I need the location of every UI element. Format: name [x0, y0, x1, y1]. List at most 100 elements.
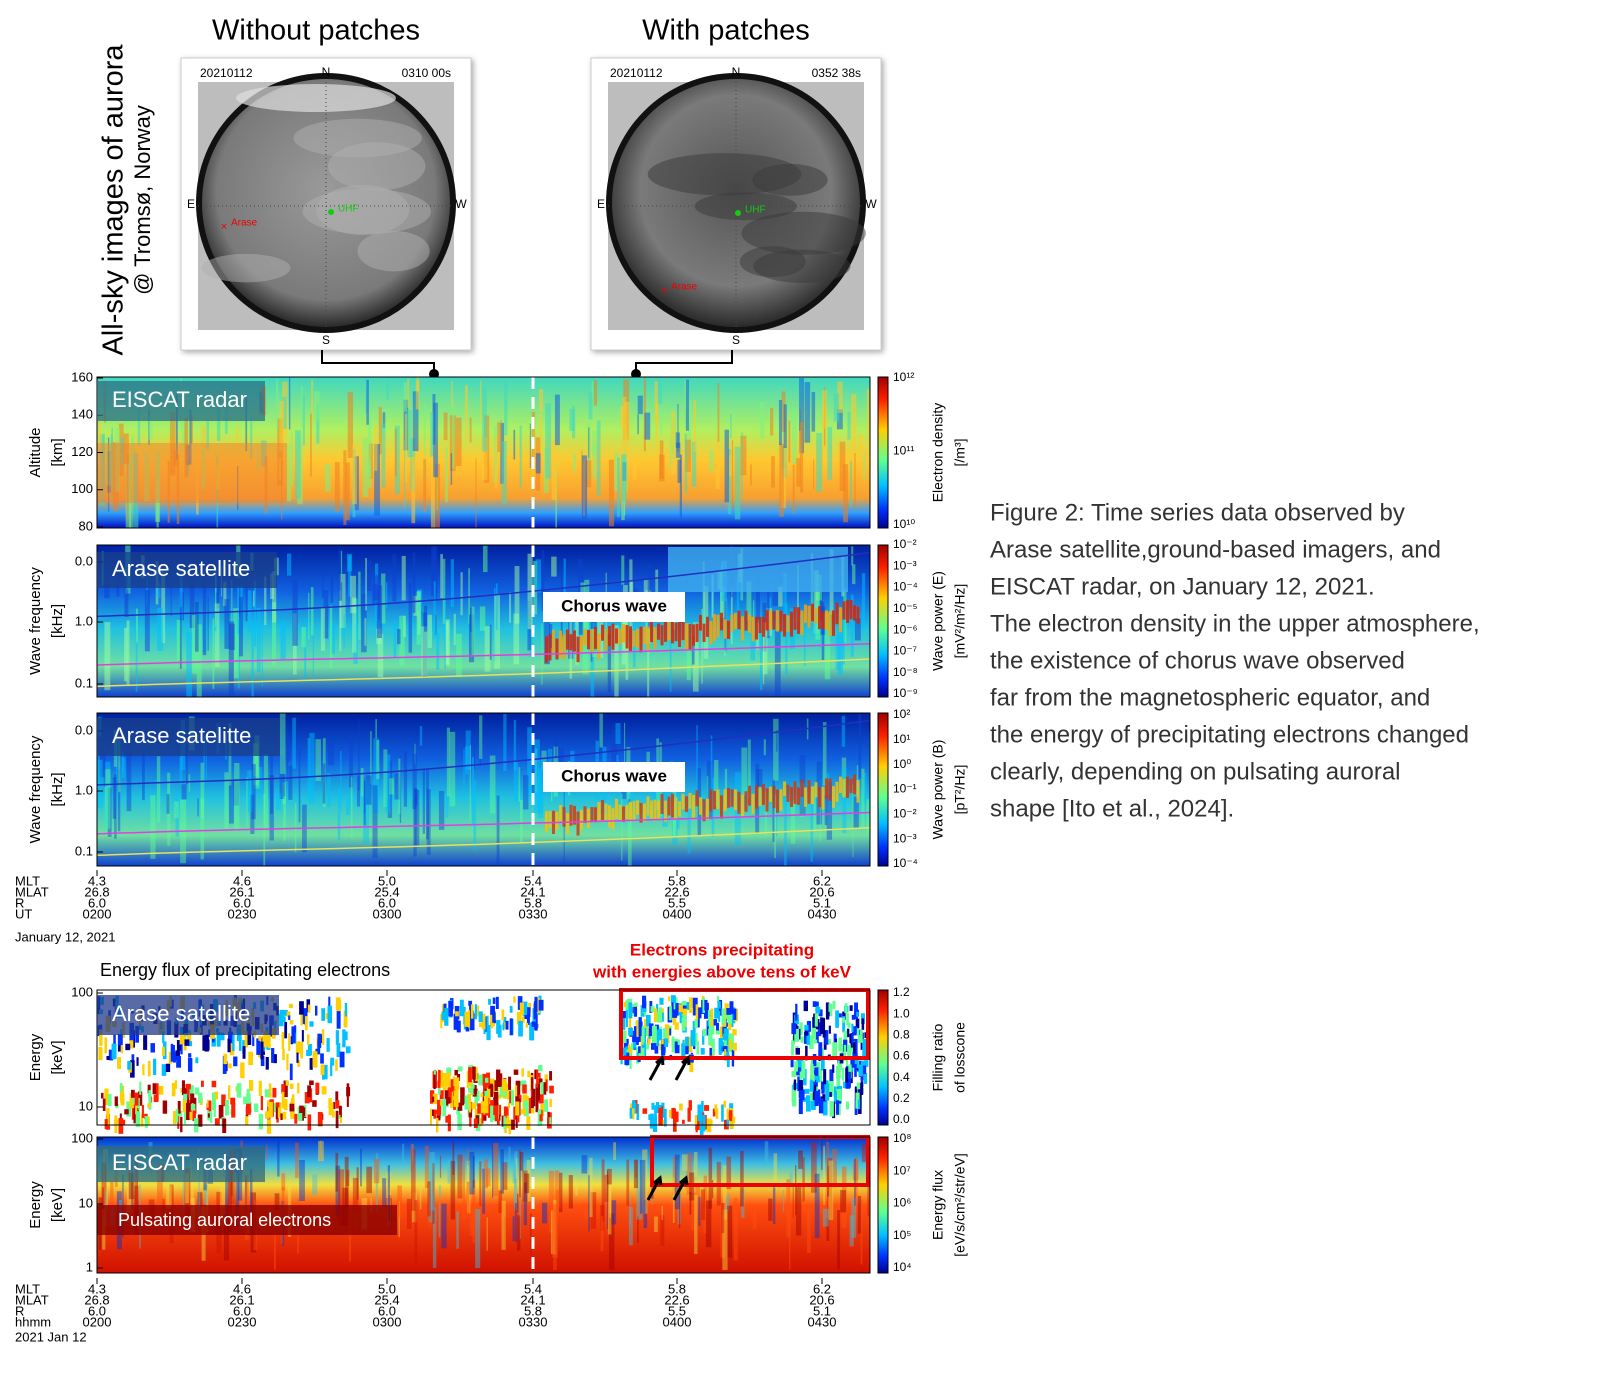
flux-cell [836, 1077, 841, 1092]
flux-cell [823, 1069, 827, 1085]
flux-cell [114, 1096, 118, 1107]
spectrogram-texture [433, 402, 439, 478]
flux-cell [447, 1067, 452, 1076]
chorus [741, 616, 744, 641]
spectrogram-texture [772, 588, 779, 607]
flux-cell [854, 1056, 859, 1069]
flux-cell [521, 1108, 526, 1115]
spectrogram-texture [179, 756, 183, 784]
flux-cell [190, 1093, 195, 1104]
spectrogram-texture [252, 590, 255, 607]
spectrogram-texture [269, 774, 274, 841]
flux-cell [636, 1020, 639, 1037]
spectrogram-texture [397, 628, 401, 645]
chorus [569, 634, 573, 651]
flux-cell [549, 1117, 552, 1125]
aurora-patch [201, 253, 291, 283]
flux-cell [622, 1047, 627, 1056]
spectrogram-texture [584, 1203, 589, 1220]
y-axis-label: [keV] [49, 1040, 66, 1074]
flux-cell [661, 1039, 666, 1056]
colorbar-tick-label: 10⁻⁵ [893, 601, 918, 615]
spectrogram-texture [167, 772, 171, 846]
flux-cell [130, 1060, 135, 1078]
flux-cell [304, 1091, 310, 1104]
spectrogram-texture [197, 798, 199, 817]
spectrogram-texture [626, 1159, 630, 1206]
spectrogram-texture [775, 729, 778, 752]
spectrogram-texture [854, 453, 856, 509]
colorbar-label: Energy flux [930, 1170, 946, 1240]
spectrogram-texture [189, 575, 195, 628]
flux-cell [658, 1029, 663, 1041]
flux-cell [289, 1083, 294, 1090]
chorus [671, 793, 674, 818]
colorbar-tick-label: 10⁻³ [893, 558, 917, 572]
flux-cell [265, 1056, 269, 1070]
chorus [583, 806, 587, 823]
flux-cell [468, 1110, 473, 1118]
chorus [699, 797, 702, 815]
chorus [786, 784, 790, 802]
spectrogram-texture [366, 379, 369, 425]
spectrogram-texture [366, 460, 371, 478]
orbit-value: 26.8 [84, 1292, 109, 1307]
spectrogram-texture [519, 425, 522, 488]
flux-cell [455, 1011, 459, 1017]
spectrogram-texture [465, 385, 468, 439]
spectrogram-texture [224, 599, 230, 649]
flux-cell [732, 1029, 737, 1036]
flux-cell [724, 1012, 730, 1021]
flux-cell [658, 1007, 663, 1023]
spectrogram-texture [824, 795, 828, 826]
spectrogram-texture [615, 723, 621, 744]
chorus [751, 793, 755, 815]
flux-cell [129, 1093, 134, 1109]
spectrogram-texture [324, 463, 331, 492]
chorus [625, 804, 629, 820]
flux-cell [159, 1085, 164, 1095]
flux-cell [474, 1004, 478, 1020]
spectrogram-texture [501, 441, 507, 504]
orbit-value: 5.4 [524, 1281, 542, 1296]
chorus [730, 789, 734, 807]
flux-cell [168, 1051, 173, 1064]
flux-cell [114, 1115, 118, 1133]
flux-cell [279, 1009, 285, 1019]
flux-cell [477, 1090, 480, 1101]
flux-cell [272, 1087, 277, 1098]
flux-cell [473, 1118, 478, 1129]
flux-cell [729, 1110, 733, 1121]
spectrogram-texture [512, 1162, 516, 1184]
orbit-row-label: MLAT [15, 1292, 49, 1307]
flux-cell [634, 1002, 638, 1008]
spectrogram-texture [513, 613, 520, 665]
spectrogram-texture [654, 1216, 658, 1233]
spectrogram-texture [446, 727, 450, 797]
spectrogram-texture [746, 581, 752, 621]
flux-cell [177, 1044, 181, 1051]
spectrogram-texture [410, 1144, 414, 1172]
flux-cell [668, 1109, 672, 1118]
spectrogram-texture [796, 458, 801, 487]
spectrogram-texture [286, 729, 288, 782]
flux-cell [791, 1084, 796, 1103]
chorus [713, 790, 716, 810]
spectrogram-texture [97, 753, 100, 789]
spectrogram-texture [404, 413, 408, 483]
flux-cell [803, 1031, 808, 1044]
orbit-value: 0200 [83, 906, 112, 921]
flux-cell [218, 1104, 224, 1119]
flux-cell [803, 1000, 808, 1012]
spectrogram-texture [655, 569, 659, 610]
flux-cell [828, 1003, 833, 1017]
spectrogram-texture [816, 433, 823, 492]
spectrogram-texture [563, 558, 566, 613]
flux-cell [538, 999, 544, 1011]
spectrogram-texture [430, 455, 436, 528]
spectrogram-texture [795, 1185, 802, 1236]
flux-cell [514, 1085, 518, 1097]
flux-cell [302, 1008, 308, 1024]
spectrogram-texture [660, 410, 663, 435]
spectrogram-texture [394, 425, 400, 495]
